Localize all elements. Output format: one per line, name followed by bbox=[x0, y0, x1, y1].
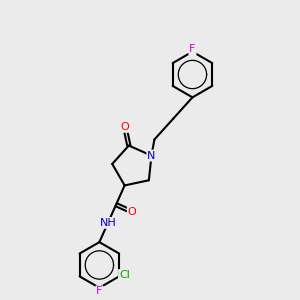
Text: N: N bbox=[147, 151, 156, 160]
Text: O: O bbox=[128, 207, 136, 217]
Text: NH: NH bbox=[100, 218, 116, 228]
Text: F: F bbox=[189, 44, 196, 54]
Text: Cl: Cl bbox=[119, 270, 130, 280]
Text: F: F bbox=[96, 286, 103, 296]
Text: O: O bbox=[121, 122, 129, 132]
